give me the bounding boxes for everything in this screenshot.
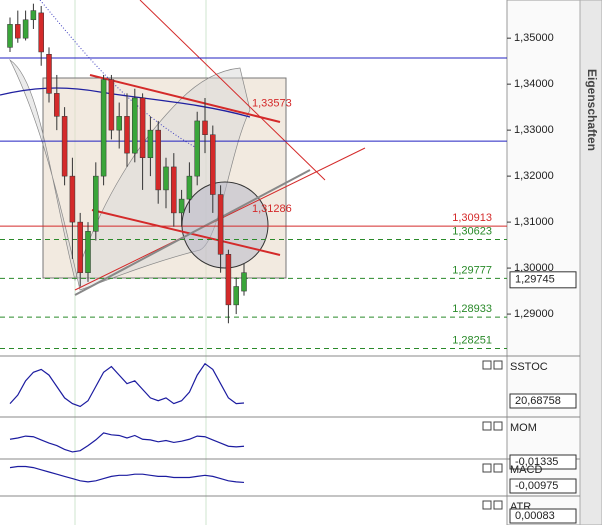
- candle-body: [178, 198, 185, 214]
- candle-body: [225, 254, 232, 306]
- candle-body: [30, 10, 37, 21]
- indicator-line: [9, 362, 245, 408]
- indicator-value-box: [509, 393, 577, 409]
- indicator-value: -0,01335: [515, 456, 558, 468]
- y-tick-label: 1,29000: [514, 308, 554, 320]
- candle-body: [85, 231, 91, 273]
- level-label: 1,29777: [452, 264, 492, 276]
- annotation: 1,33573: [252, 98, 292, 110]
- candle-body: [186, 175, 193, 200]
- annotation: 1,31286: [252, 203, 292, 215]
- trend-line: [74, 169, 311, 296]
- y-tick-label: 1,35000: [514, 32, 554, 44]
- sidebar[interactable]: [579, 0, 602, 525]
- indicator-name: MACD: [510, 464, 542, 476]
- candle-body: [108, 79, 115, 131]
- candle-body: [147, 129, 154, 158]
- panel-button: [493, 360, 503, 370]
- last-price-box: [509, 271, 577, 289]
- panel-button: [493, 421, 503, 431]
- candle-body: [194, 120, 200, 177]
- y-tick-label: 1,33000: [514, 124, 554, 136]
- indicator-name: SSTOC: [510, 361, 548, 373]
- level-label: 1,28933: [452, 303, 492, 315]
- highlight-circle: [181, 181, 269, 269]
- trend-line: [89, 74, 281, 123]
- level-label: 1,30913: [452, 212, 492, 224]
- price-axis: [506, 0, 581, 525]
- candle-body: [77, 221, 83, 273]
- candle-body: [69, 175, 76, 223]
- level-label: 1,30623: [452, 225, 492, 237]
- sidebar-title: Eigenschaften: [585, 69, 599, 151]
- panel-button: [493, 463, 503, 473]
- candle-body: [100, 79, 107, 177]
- candle-body: [210, 134, 216, 195]
- candle-body: [139, 97, 146, 158]
- panel-button: [482, 500, 492, 510]
- indicator-value-box: [509, 508, 577, 524]
- ma-line: [0, 87, 251, 118]
- level-label: 1,28251: [452, 334, 492, 346]
- indicator-value: -0,00975: [515, 480, 558, 492]
- candle-body: [54, 93, 60, 117]
- indicator-line: [9, 432, 245, 453]
- candle-body: [93, 175, 99, 232]
- trend-line: [91, 209, 281, 256]
- last-price-label: 1,29745: [515, 274, 555, 286]
- candle-body: [202, 120, 208, 135]
- panel-button: [482, 463, 492, 473]
- y-tick-label: 1,32000: [514, 170, 554, 182]
- candle-body: [155, 129, 161, 191]
- candle-body: [171, 166, 177, 214]
- panel-button: [482, 360, 492, 370]
- candle-body: [46, 54, 52, 94]
- candle-body: [217, 194, 224, 255]
- indicator-value: 0,00083: [515, 510, 555, 522]
- candle-body: [7, 24, 13, 48]
- candle-body: [61, 116, 68, 177]
- indicator-name: MOM: [510, 422, 537, 434]
- candle-body: [38, 12, 44, 53]
- ma-dotted: [39, 0, 201, 151]
- trend-line: [139, 0, 326, 181]
- candle-body: [233, 286, 239, 306]
- indicator-value-box: [509, 478, 577, 494]
- indicator-value-box: [509, 454, 577, 470]
- candle-body: [241, 272, 247, 292]
- candle-body: [15, 24, 21, 39]
- candle-body: [116, 116, 122, 131]
- panel-button: [493, 500, 503, 510]
- y-tick-label: 1,34000: [514, 78, 554, 90]
- candle-body: [22, 19, 29, 39]
- y-tick-label: 1,31000: [514, 216, 554, 228]
- indicator-value: 20,68758: [515, 395, 561, 407]
- candle-body: [163, 166, 169, 191]
- panel-button: [482, 421, 492, 431]
- indicator-line: [9, 465, 245, 484]
- candle-body: [132, 97, 138, 154]
- candle-body: [124, 116, 130, 154]
- y-tick-label: 1,30000: [514, 262, 554, 274]
